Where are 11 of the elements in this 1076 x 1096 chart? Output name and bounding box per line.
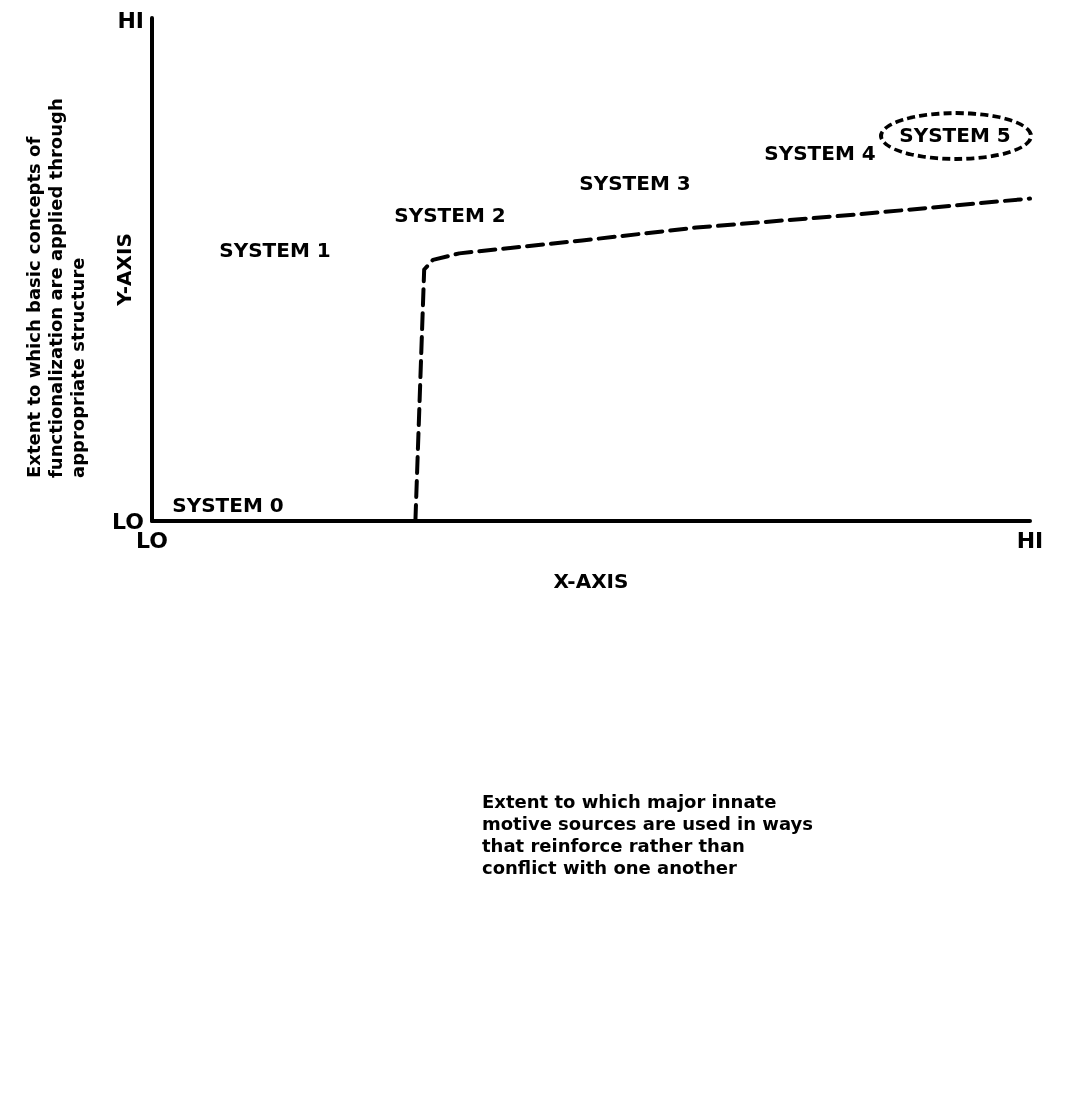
text: SYSTEM 4 [764,141,876,165]
text: SYSTEM 3 [579,171,691,195]
annotation: SYSTEM 2 [394,203,506,227]
text: Extent to which major innate motive sources are used in ways that reinforce rather than conflict with one another [482,790,820,878]
annotation: SYSTEM 0 [172,493,284,517]
x-axis-title: X-AXIS [553,569,629,593]
text: HI [117,7,144,33]
text: SYSTEM 5 [899,123,1011,147]
y-axis-title: Y-AXIS [112,233,136,307]
annotation: SYSTEM 1 [219,238,331,262]
text: Extent to which basic concepts of functionalization are applied through appropriate structure [22,92,88,478]
